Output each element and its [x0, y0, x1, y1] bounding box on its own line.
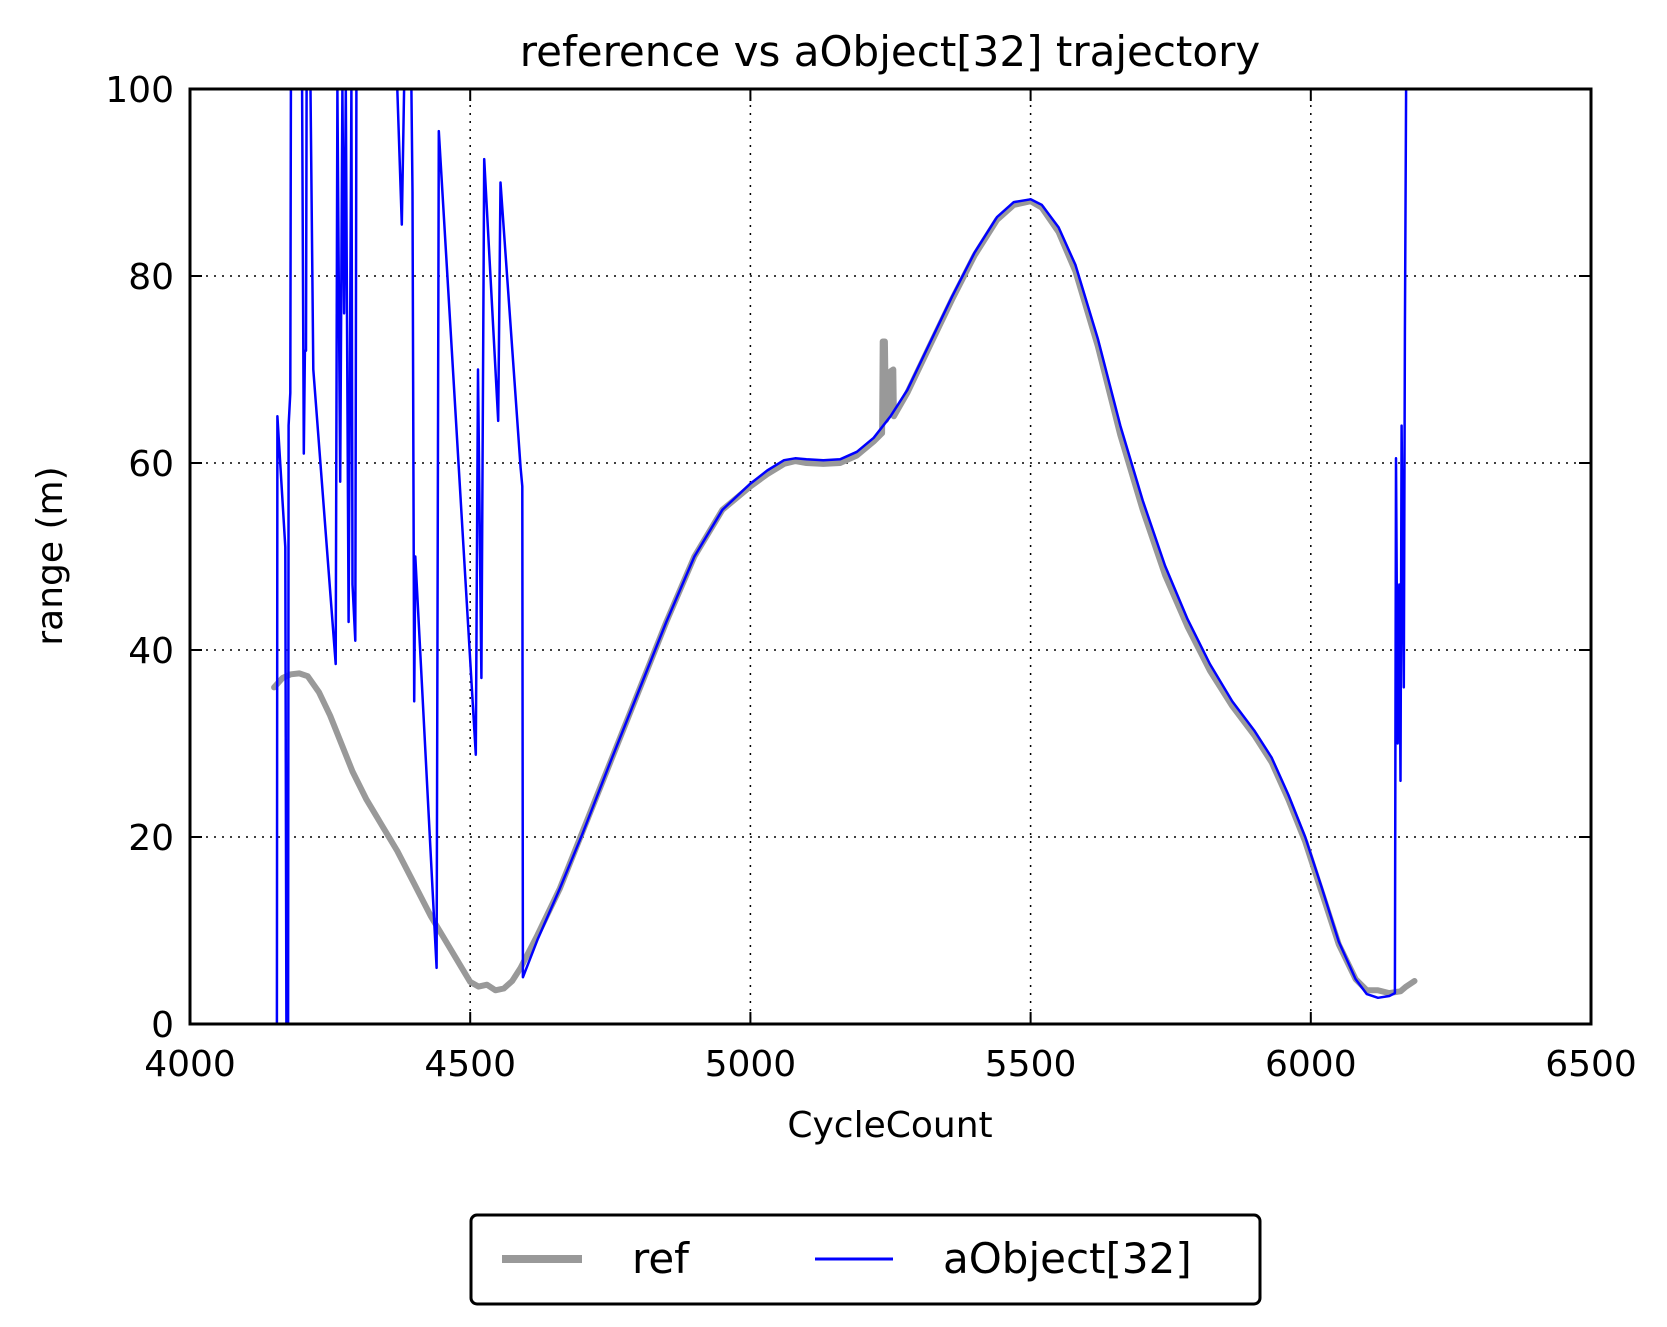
plot-frame: [188, 87, 1593, 1026]
legend: ref aObject[32]: [469, 1213, 1262, 1306]
x-axis-label: CycleCount: [787, 1105, 992, 1146]
grid-lines: [190, 89, 1591, 1024]
y-axis-label: range (m): [30, 466, 71, 645]
chart-title: reference vs aObject[32] trajectory: [520, 27, 1260, 76]
series-line-aobject-32: [275, 89, 1408, 1024]
x-tick-label: 6500: [1545, 1044, 1637, 1085]
axis-ticks: 4000 4500 5000 5500 6000 6500 0 20 40 60 80 100: [105, 70, 1637, 1085]
y-tick-label: 80: [128, 257, 174, 298]
legend-aobject-label: aObject[32]: [943, 1234, 1192, 1283]
series-layer: [271, 89, 1418, 1024]
y-tick-label: 20: [128, 818, 174, 859]
y-tick-label: 40: [128, 631, 174, 672]
y-tick-label: 100: [105, 70, 174, 111]
y-tick-label: 0: [151, 1005, 174, 1046]
x-tick-label: 5000: [705, 1044, 797, 1085]
x-tick-label: 4500: [424, 1044, 516, 1085]
x-tick-label: 5500: [985, 1044, 1077, 1085]
legend-ref-label: ref: [632, 1234, 690, 1283]
y-tick-label: 60: [128, 444, 174, 485]
x-tick-label: 4000: [144, 1044, 236, 1085]
series-line-ref: [271, 198, 1418, 997]
x-tick-label: 6000: [1265, 1044, 1357, 1085]
